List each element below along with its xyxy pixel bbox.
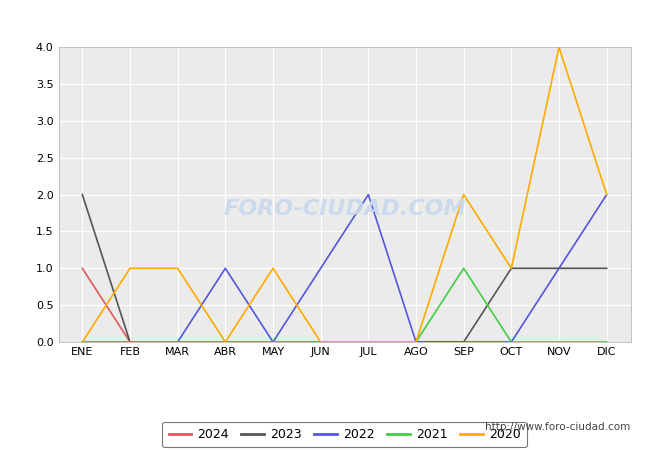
Text: http://www.foro-ciudad.com: http://www.foro-ciudad.com (486, 422, 630, 432)
Text: FORO-CIUDAD.COM: FORO-CIUDAD.COM (223, 199, 466, 219)
Legend: 2024, 2023, 2022, 2021, 2020: 2024, 2023, 2022, 2021, 2020 (162, 422, 526, 447)
Text: Matriculaciones de Vehiculos en Alconchel de la Estrella: Matriculaciones de Vehiculos en Alconche… (111, 16, 540, 31)
